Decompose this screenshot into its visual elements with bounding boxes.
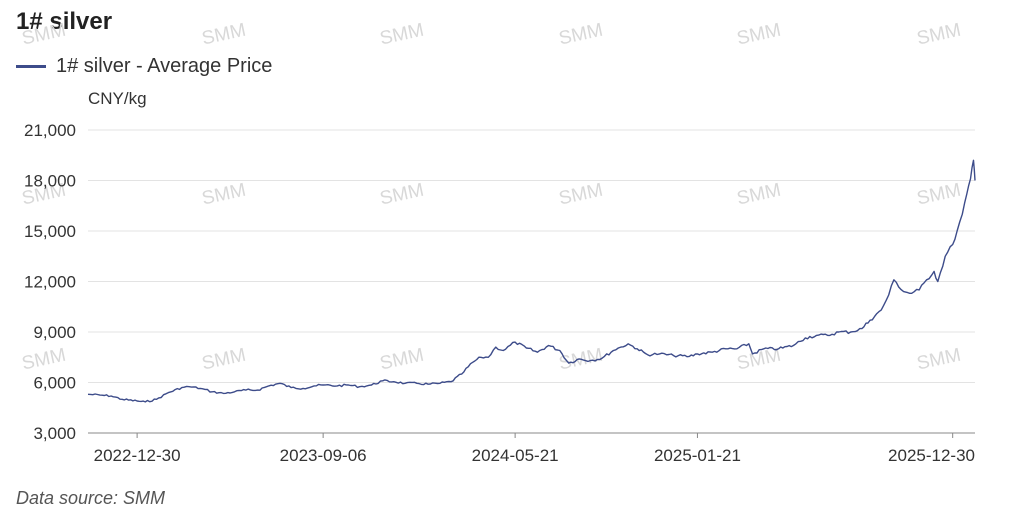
y-tick-label: 12,000	[24, 273, 76, 292]
watermark-text: SMM	[378, 20, 426, 50]
x-axis-ticks: 2022-12-30 2023-09-06 2024-05-21 2025-01-21…	[94, 433, 975, 465]
watermark-text: SMM	[915, 345, 963, 375]
y-tick-label: 15,000	[24, 222, 76, 241]
series-layer	[87, 159, 976, 403]
x-tick-label: 2024-05-21	[472, 446, 559, 465]
watermark-text: SMM	[200, 180, 248, 210]
legend-line-swatch	[16, 65, 46, 68]
watermark-text: SMM	[200, 20, 248, 50]
watermark-text: SMM	[20, 345, 68, 375]
y-tick-label: 21,000	[24, 121, 76, 140]
watermark-text: SMM	[735, 20, 783, 50]
y-axis-unit: CNY/kg	[88, 89, 147, 108]
gridlines	[88, 129, 975, 383]
watermark-text: SMM	[915, 20, 963, 50]
watermark-layer: SMM SMM SMM SMM SMM SMM SMM SMM SMM SMM SMM SMM SMM S…	[20, 20, 963, 375]
y-tick-label: 3,000	[33, 424, 76, 443]
watermark-text: SMM	[557, 20, 605, 50]
watermark-text: SMM	[378, 180, 426, 210]
legend-label: 1# silver - Average Price	[56, 55, 273, 77]
data-source-note: Data source: SMM	[16, 488, 166, 508]
watermark-text: SMM	[378, 345, 426, 375]
x-tick-label: 2025-01-21	[654, 446, 741, 465]
x-tick-label: 2025-12-30	[888, 446, 975, 465]
y-axis-ticks: 3,000 6,000 9,000 12,000 15,000 18,000 21,000	[24, 121, 76, 443]
chart-title: 1# silver	[16, 8, 113, 35]
chart-legend[interactable]: 1# silver - Average Price	[16, 55, 272, 78]
watermark-text: SMM	[557, 180, 605, 210]
y-tick-label: 6,000	[33, 374, 76, 393]
y-tick-label: 18,000	[24, 172, 76, 191]
watermark-text: SMM	[20, 20, 68, 50]
x-tick-label: 2023-09-06	[280, 446, 367, 465]
watermark-text: SMM	[200, 345, 248, 375]
watermark-text: SMM	[735, 180, 783, 210]
y-tick-label: 9,000	[33, 323, 76, 342]
x-tick-label: 2022-12-30	[94, 446, 181, 465]
series-line-silver[interactable]	[87, 159, 976, 403]
watermark-text: SMM	[915, 180, 963, 210]
